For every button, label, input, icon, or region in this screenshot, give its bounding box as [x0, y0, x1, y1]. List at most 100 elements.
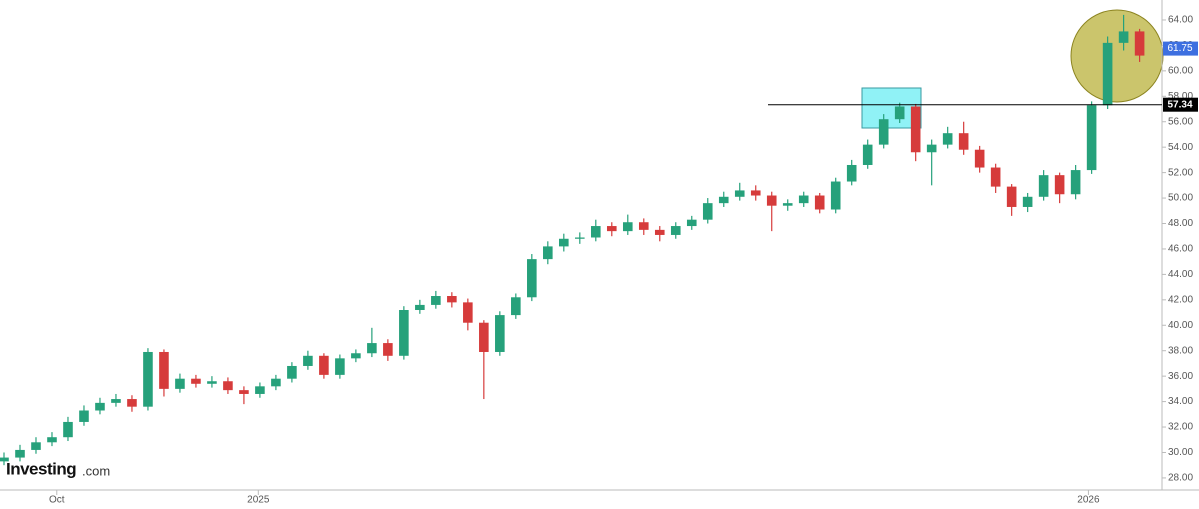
- y-tick-label: 48.00: [1168, 218, 1193, 229]
- candle-body: [830, 181, 841, 210]
- y-tick-label: 36.00: [1168, 371, 1193, 382]
- candle-body: [479, 322, 489, 352]
- candle-body: [303, 355, 313, 366]
- candle-body: [1054, 175, 1065, 195]
- candle-body: [463, 302, 473, 323]
- candle-body: [638, 222, 649, 230]
- last-price-label: 61.75: [1167, 43, 1192, 54]
- candle-body: [686, 219, 697, 227]
- plot: [0, 14, 1145, 466]
- y-tick-label: 58.00: [1168, 91, 1193, 102]
- y-tick-label: 28.00: [1168, 473, 1193, 484]
- candle-body: [718, 196, 729, 204]
- candle-body: [750, 190, 761, 196]
- y-tick-label: 52.00: [1168, 167, 1193, 178]
- candle-body: [622, 222, 633, 232]
- candle-body: [159, 351, 169, 389]
- candle-body: [846, 164, 857, 182]
- candle-body: [127, 399, 137, 407]
- candle-body: [862, 144, 873, 165]
- candle-body: [351, 353, 361, 359]
- candle-body: [575, 237, 585, 239]
- logo-brand: Investing: [6, 459, 76, 478]
- candle-body: [1086, 105, 1097, 171]
- candle-body: [1102, 42, 1113, 106]
- candle-body: [111, 399, 121, 403]
- candle-body: [878, 119, 889, 145]
- y-tick-label: 54.00: [1168, 142, 1193, 153]
- price-line-tag: [1163, 97, 1198, 112]
- x-tick-label: 2025: [247, 495, 270, 506]
- candle-body: [559, 238, 569, 247]
- candle-body: [734, 190, 745, 197]
- candle-body: [1070, 170, 1081, 195]
- candle-body: [191, 378, 201, 384]
- candle-body: [319, 355, 329, 375]
- logo-suffix: .com: [82, 463, 110, 478]
- candle-body: [399, 310, 409, 356]
- candle-body: [335, 358, 345, 375]
- candle-body: [702, 203, 713, 220]
- candle-body: [511, 297, 521, 316]
- candle-body: [143, 351, 153, 407]
- candle-body: [47, 437, 57, 443]
- y-tick-label: 32.00: [1168, 422, 1193, 433]
- candle-body: [910, 106, 921, 153]
- candle-body: [654, 229, 665, 235]
- candle-body: [926, 144, 937, 153]
- candle-body: [814, 195, 825, 210]
- price-line-label: 57.34: [1167, 99, 1192, 110]
- y-tick-label: 64.00: [1168, 15, 1193, 26]
- y-tick-label: 46.00: [1168, 244, 1193, 255]
- candle-body: [95, 402, 105, 411]
- candle-body: [1038, 175, 1049, 197]
- highlight-circle: [1070, 9, 1164, 103]
- candle-body: [0, 457, 9, 462]
- candle-body: [207, 381, 217, 384]
- candle-body: [974, 149, 985, 168]
- candle-body: [1006, 186, 1017, 207]
- candle-body: [894, 106, 905, 120]
- y-tick-label: 30.00: [1168, 447, 1193, 458]
- candle-body: [495, 315, 505, 352]
- candle-body: [527, 259, 537, 298]
- y-tick-label: 44.00: [1168, 269, 1193, 280]
- candle-body: [1022, 196, 1033, 207]
- y-tick-label: 56.00: [1168, 116, 1193, 127]
- candle-body: [415, 304, 425, 311]
- y-tick-label: 42.00: [1168, 294, 1193, 305]
- candle-body: [255, 386, 265, 394]
- candle-body: [590, 226, 601, 238]
- y-tick-label: 38.00: [1168, 345, 1193, 356]
- x-tick-label: Oct: [49, 495, 65, 506]
- candle-body: [766, 195, 777, 206]
- candle-body: [606, 226, 617, 232]
- candle-body: [79, 410, 89, 422]
- candle-body: [367, 343, 377, 354]
- y-tick-label: 60.00: [1168, 65, 1193, 76]
- y-tick-label: 50.00: [1168, 193, 1193, 204]
- x-tick-label: 2026: [1077, 495, 1100, 506]
- candle-body: [383, 343, 393, 356]
- candle-body: [798, 195, 809, 204]
- candle-body: [958, 133, 969, 150]
- candle-body: [287, 365, 297, 379]
- candle-body: [63, 421, 73, 438]
- candle-body: [782, 203, 793, 206]
- y-tick-label: 40.00: [1168, 320, 1193, 331]
- candle-body: [670, 226, 681, 235]
- candle-body: [431, 296, 441, 305]
- candle-body: [543, 246, 553, 260]
- candle-body: [271, 378, 281, 387]
- y-tick-label: 34.00: [1168, 396, 1193, 407]
- candle-body: [447, 296, 457, 303]
- candle-body: [15, 449, 25, 458]
- last-price-tag: [1163, 41, 1198, 56]
- candle-body: [990, 167, 1001, 187]
- candle-body: [942, 133, 953, 145]
- candle-body: [31, 442, 41, 450]
- candle-body: [1134, 31, 1145, 56]
- candle-body: [239, 390, 249, 394]
